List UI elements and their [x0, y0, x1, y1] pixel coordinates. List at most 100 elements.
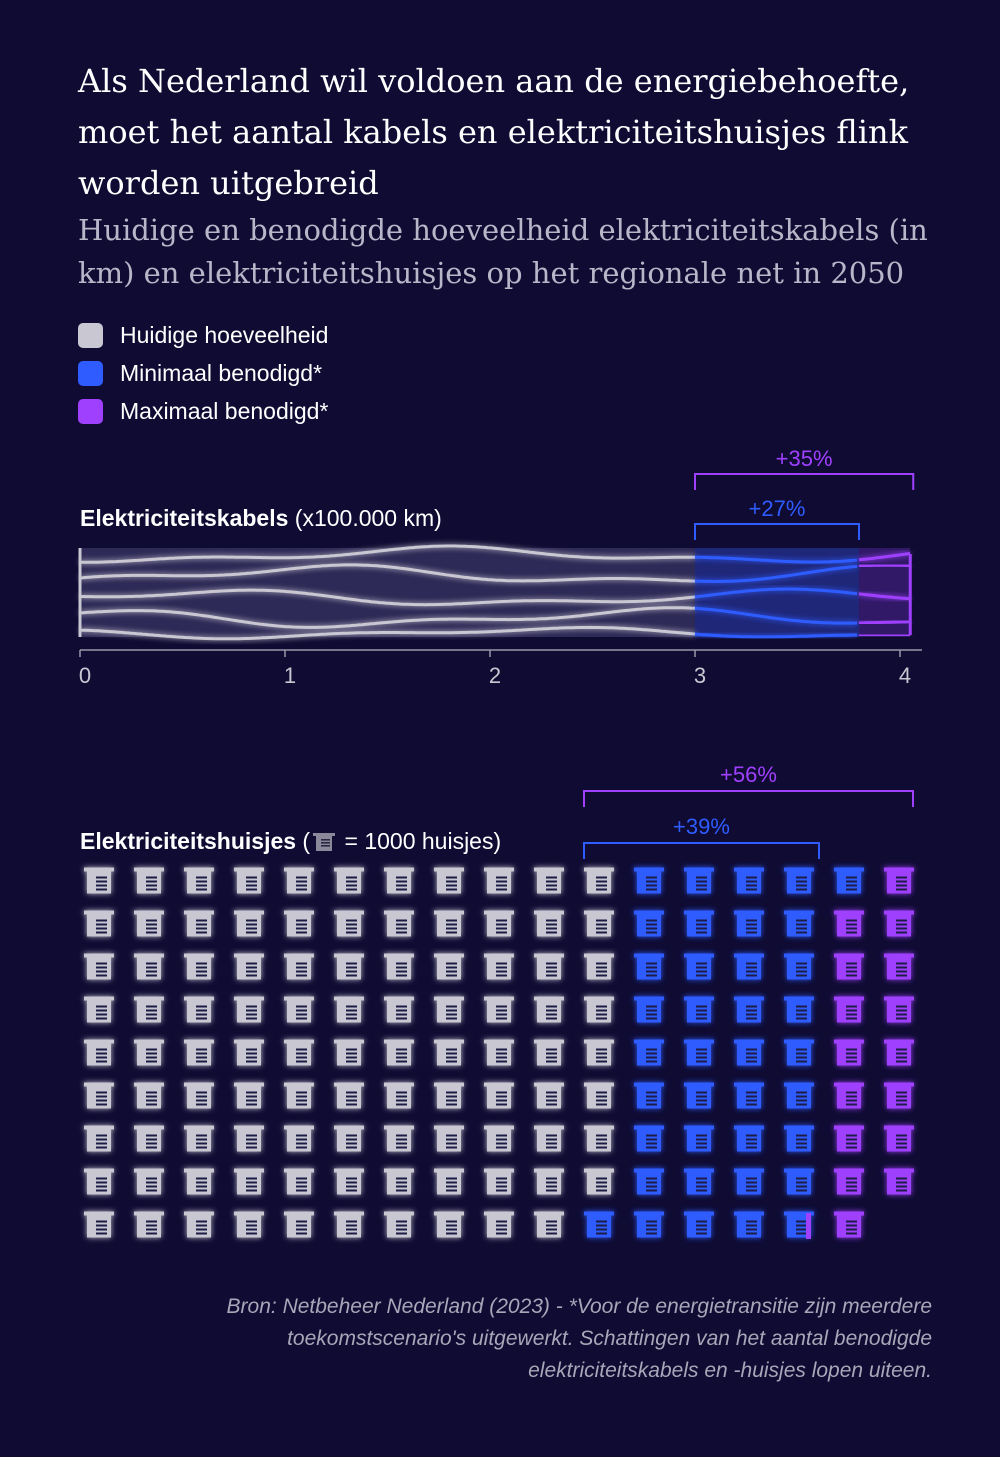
house-icon-min [684, 867, 714, 894]
house-icon-min [734, 1082, 764, 1109]
chart-title: Als Nederland wil voldoen aan de energie… [78, 62, 910, 202]
house-icon-current [434, 867, 464, 894]
cables-label-bold: Elektriciteitskabels [80, 505, 289, 531]
house-icon-max [884, 1039, 914, 1066]
house-icon-min [684, 1168, 714, 1195]
house-icon-current [534, 1125, 564, 1152]
house-icon-fraction [806, 1213, 811, 1239]
cables-label: Elektriciteitskabels (x100.000 km) [80, 505, 442, 532]
house-icon-min [684, 1125, 714, 1152]
house-icon-current [434, 1082, 464, 1109]
house-icon-current [184, 953, 214, 980]
house-icon-current [434, 1039, 464, 1066]
house-icon-min [834, 867, 864, 894]
house-icon-max [834, 1082, 864, 1109]
house-icon-min [734, 1168, 764, 1195]
house-icon-current [434, 910, 464, 937]
house-icon-current [84, 1039, 114, 1066]
houses-label-bold: Elektriciteitshuisjes [80, 828, 297, 854]
house-icon-current [584, 996, 614, 1023]
house-icon-current [84, 953, 114, 980]
cable-line-current-0 [80, 544, 695, 564]
cable-line-current-4 [79, 625, 696, 641]
house-icon-current [84, 996, 114, 1023]
house-icon-current [84, 1211, 114, 1238]
house-icon-current [234, 1168, 264, 1195]
house-icon-min [784, 867, 814, 894]
house-icon-current [334, 996, 364, 1023]
house-icon-current [334, 1125, 364, 1152]
house-icon-current [584, 910, 614, 937]
house-icon-min [634, 910, 664, 937]
cable-x-tick-label-3: 3 [694, 663, 706, 688]
chart-subtitle: Huidige en benodigde hoeveelheid elektri… [78, 213, 928, 290]
house-icon-current [384, 1211, 414, 1238]
houses-chart: +56% +39% [84, 762, 914, 1239]
house-icon-min [784, 1125, 814, 1152]
substation-house-icon [313, 833, 336, 851]
house-icon-current [134, 867, 164, 894]
house-icon-min [634, 1211, 664, 1238]
house-icon-min [684, 953, 714, 980]
house-icon-current [484, 953, 514, 980]
house-icon-min [734, 1211, 764, 1238]
house-icon-current [534, 1039, 564, 1066]
house-icon-current [484, 1211, 514, 1238]
house-icon-current [334, 1211, 364, 1238]
house-icon-min [634, 1039, 664, 1066]
house-icon-current [384, 1039, 414, 1066]
house-icon-current [534, 867, 564, 894]
house-icon-current [234, 910, 264, 937]
house-icon-min [734, 1125, 764, 1152]
house-icon-min [634, 1082, 664, 1109]
cable-max-annotation-label: +35% [776, 446, 833, 471]
house-icon-current [484, 1082, 514, 1109]
house-icon-current [534, 1168, 564, 1195]
house-icon-current [434, 1211, 464, 1238]
house-icon-current [584, 1125, 614, 1152]
houses-label-open: ( [296, 828, 311, 854]
house-icon-current [84, 867, 114, 894]
house-min-annotation-label: +39% [673, 814, 730, 839]
house-icon-current [384, 953, 414, 980]
house-icon-current [234, 1039, 264, 1066]
house-icon-current [484, 1039, 514, 1066]
cable-line-max-1 [858, 563, 911, 568]
house-icon-min [684, 1082, 714, 1109]
house-icon-current [384, 867, 414, 894]
house-icon-current [284, 953, 314, 980]
house-icon-max [834, 1211, 864, 1238]
house-icon-current [284, 910, 314, 937]
house-icon-current [284, 1082, 314, 1109]
house-icon-min [634, 996, 664, 1023]
cables-label-rest: (x100.000 km) [288, 505, 442, 531]
house-icon-current [434, 996, 464, 1023]
house-icon-current [584, 867, 614, 894]
house-icon-current [184, 1125, 214, 1152]
house-icon-min [684, 910, 714, 937]
house-icon-max [884, 953, 914, 980]
house-icon-min [734, 996, 764, 1023]
house-icon-min [634, 1125, 664, 1152]
house-icon-min [784, 1082, 814, 1109]
house-icon-current [334, 1039, 364, 1066]
house-icon-current [284, 867, 314, 894]
house-icon-current [584, 1168, 614, 1195]
house-icon-current [534, 910, 564, 937]
house-icon-current [184, 910, 214, 937]
house-icon-min [634, 953, 664, 980]
house-max-annotation-bracket [583, 790, 914, 807]
cable-min-annotation-bracket [694, 523, 860, 540]
house-icon-current [534, 1211, 564, 1238]
cable-line-max-3 [859, 620, 910, 625]
cable-line-current-3 [79, 606, 696, 629]
house-icon-current [84, 1168, 114, 1195]
house-icon-current [534, 1082, 564, 1109]
house-icon-current [134, 1082, 164, 1109]
house-icon-current [134, 953, 164, 980]
house-icon-min [684, 1211, 714, 1238]
house-icon-current [184, 1082, 214, 1109]
house-icon-current [184, 867, 214, 894]
house-icon-current [434, 953, 464, 980]
house-icon-current [584, 1082, 614, 1109]
